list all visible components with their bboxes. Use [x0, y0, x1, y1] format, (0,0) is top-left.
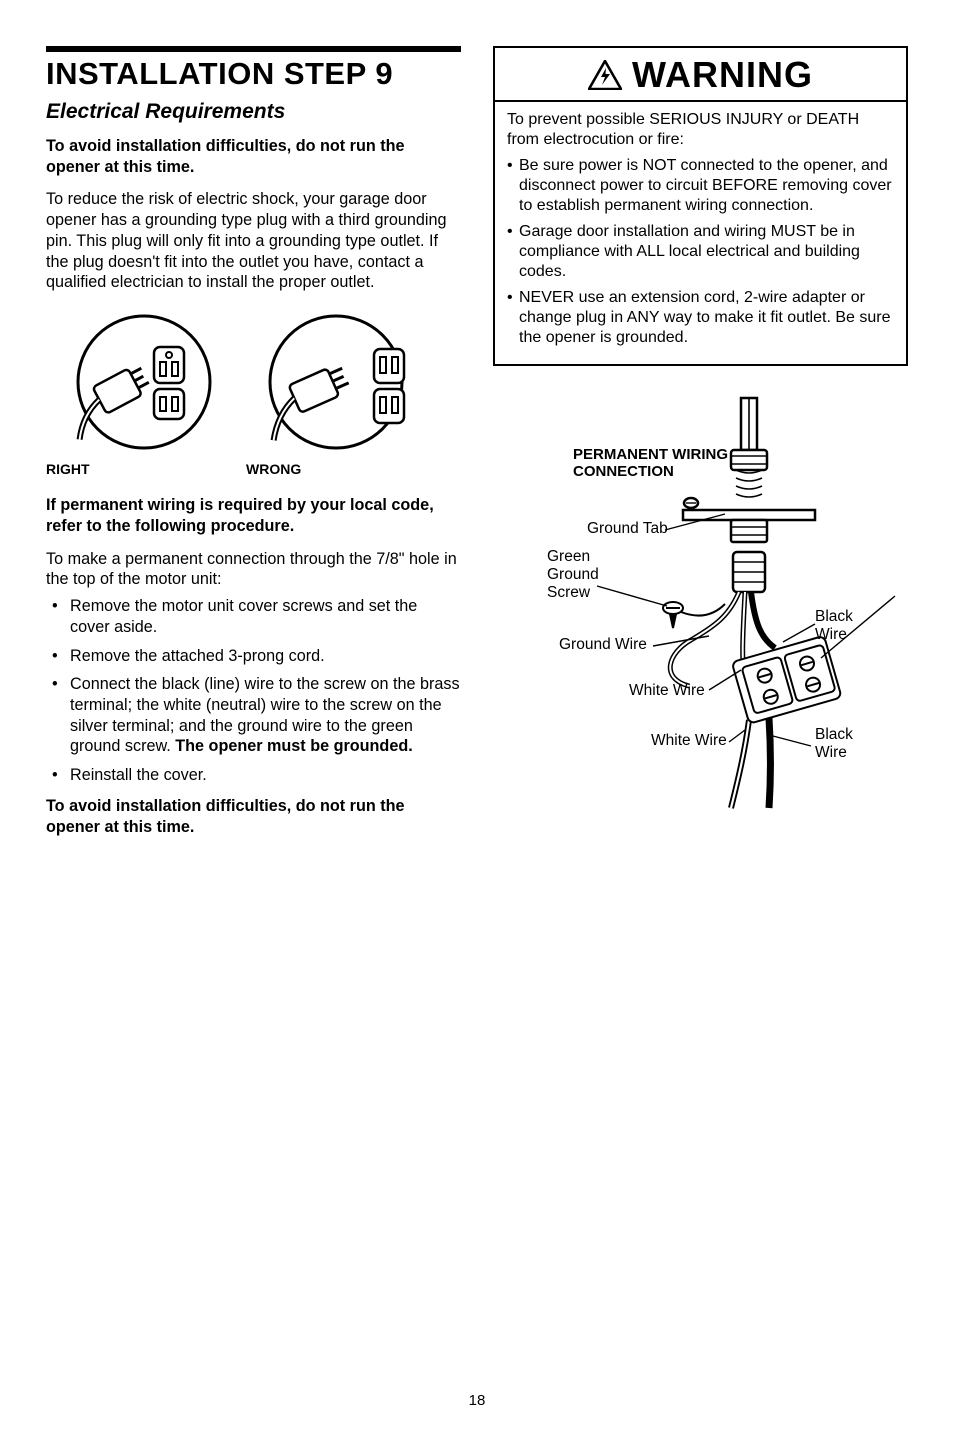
label-ground-wire: Ground Wire [559, 636, 647, 654]
list-item: Remove the attached 3-prong cord. [46, 646, 461, 667]
warning-box: WARNING To prevent possible SERIOUS INJU… [493, 46, 908, 366]
warning-item: Garage door installation and wiring MUST… [507, 222, 894, 282]
label-green-ground-screw: Green Ground Screw [547, 548, 599, 601]
warning-item: NEVER use an extension cord, 2-wire adap… [507, 288, 894, 348]
page-number: 18 [0, 1392, 954, 1409]
perm-wiring-heading: If permanent wiring is required by your … [46, 495, 461, 536]
warning-title: WARNING [632, 54, 813, 96]
procedure-list: Remove the motor unit cover screws and s… [46, 596, 461, 786]
grounding-paragraph: To reduce the risk of electric shock, yo… [46, 189, 461, 293]
wrong-label: WRONG [246, 461, 416, 477]
warning-intro: To prevent possible SERIOUS INJURY or DE… [507, 110, 894, 150]
subheading: Electrical Requirements [46, 100, 461, 124]
warning-item: Be sure power is NOT connected to the op… [507, 156, 894, 216]
intro-warning-2: To avoid installation difficulties, do n… [46, 796, 461, 837]
perm-wiring-intro: To make a permanent connection through t… [46, 549, 461, 590]
wrong-plug-icon [246, 307, 416, 462]
diagram-title: PERMANENT WIRING CONNECTION [573, 446, 733, 481]
electrical-hazard-icon [588, 60, 622, 90]
label-white-wire-1: White Wire [629, 682, 705, 700]
intro-warning-1: To avoid installation difficulties, do n… [46, 136, 461, 177]
list-item: Remove the motor unit cover screws and s… [46, 596, 461, 637]
right-plug-icon [46, 307, 216, 462]
right-label: RIGHT [46, 461, 216, 477]
label-black-wire-1: Black Wire [815, 608, 853, 644]
wiring-diagram: PERMANENT WIRING CONNECTION Ground Tab G… [493, 390, 908, 820]
plug-illustrations: RIGHT [46, 307, 461, 477]
list-item: Reinstall the cover. [46, 765, 461, 786]
heading-rule [46, 46, 461, 52]
label-white-wire-2: White Wire [651, 732, 727, 750]
step-heading: INSTALLATION STEP 9 [46, 56, 461, 92]
list-item: Connect the black (line) wire to the scr… [46, 674, 461, 757]
label-black-wire-2: Black Wire [815, 726, 853, 762]
label-ground-tab: Ground Tab [587, 520, 668, 538]
